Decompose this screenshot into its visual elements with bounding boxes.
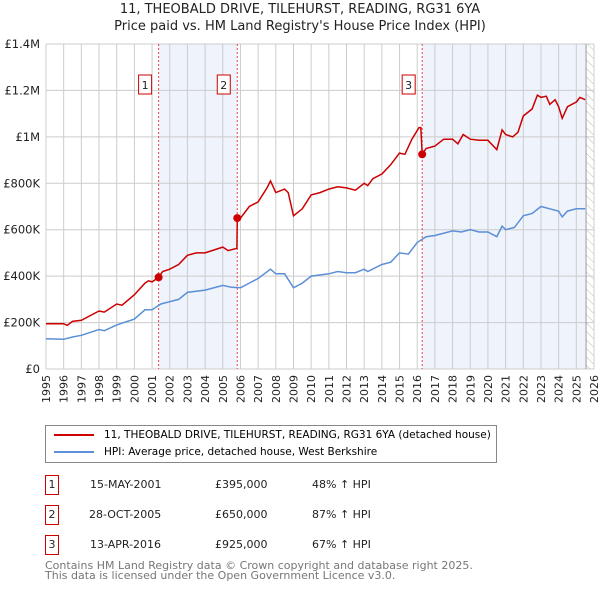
x-tick-label: 2017 [429, 375, 442, 403]
x-tick-label: 2003 [181, 375, 194, 403]
shade-region-3 [422, 44, 587, 369]
legend-label: 11, THEOBALD DRIVE, TILEHURST, READING, … [104, 429, 491, 441]
x-tick-label: 2012 [341, 375, 354, 403]
x-tick-label: 2022 [517, 375, 530, 403]
sale-badge: 1 [45, 475, 59, 495]
y-tick-label: £0 [25, 362, 40, 376]
x-tick-label: 2023 [535, 375, 548, 403]
x-tick-label: 2001 [146, 375, 159, 403]
legend: 11, THEOBALD DRIVE, TILEHURST, READING, … [45, 425, 497, 463]
legend-label: HPI: Average price, detached house, West… [104, 446, 378, 458]
sale-point [233, 214, 242, 223]
x-tick-label: 2005 [217, 375, 230, 403]
legend-item-hpi: HPI: Average price, detached house, West… [54, 446, 377, 458]
y-tick-label: £200K [3, 316, 40, 330]
x-tick-label: 2016 [411, 375, 424, 403]
shade-region-1-2 [158, 44, 238, 369]
sale-marker-box [138, 74, 153, 95]
x-tick-label: 1999 [111, 375, 124, 403]
x-tick-label: 2006 [234, 375, 247, 403]
x-tick-label: 2007 [252, 375, 265, 403]
x-tick-label: 2026 [588, 375, 600, 403]
x-tick-label: 2020 [482, 375, 495, 403]
x-tick-label: 2015 [394, 375, 407, 403]
x-tick-label: 1997 [75, 375, 88, 403]
x-tick-label: 2013 [358, 375, 371, 403]
footer: Contains HM Land Registry data © Crown c… [45, 559, 473, 582]
sale-badge: 3 [45, 535, 59, 555]
chart-subtitle: Price paid vs. HM Land Registry's House … [114, 19, 486, 34]
footer-copyright: Contains HM Land Registry data © Crown c… [45, 559, 473, 572]
y-tick-label: £1.2M [4, 83, 40, 97]
x-tick-label: 2021 [500, 375, 513, 403]
sale-price: £650,000 [215, 508, 268, 521]
x-tick-label: 2004 [199, 375, 212, 403]
x-tick-label: 2019 [464, 375, 477, 403]
sale-badge: 2 [45, 505, 59, 525]
y-tick-label: £1M [15, 130, 40, 144]
footer-licence: This data is licensed under the Open Gov… [45, 569, 396, 582]
x-tick-label: 2025 [570, 375, 583, 403]
x-tick-label: 1998 [93, 375, 106, 403]
x-tick-label: 2014 [376, 375, 389, 403]
y-tick-label: £1.4M [4, 37, 40, 51]
sale-price: £395,000 [215, 478, 268, 491]
sale-hpi: 48% ↑ HPI [312, 478, 371, 491]
legend-swatch-blue [54, 451, 94, 453]
sale-marker-label: 3 [405, 79, 412, 92]
x-tick-label: 2009 [287, 375, 300, 403]
hpi-line [45, 205, 586, 341]
sale-hpi: 87% ↑ HPI [312, 508, 371, 521]
plot-area: 1995 1996 1997 1998 1999 2000 2001 2002 2003 2004… [3, 37, 600, 403]
chart-title: 11, THEOBALD DRIVE, TILEHURST, READING, … [119, 2, 481, 17]
sale-date: 15-MAY-2001 [90, 478, 162, 491]
sale-price: £925,000 [215, 538, 268, 551]
y-tick-label: £600K [3, 223, 40, 237]
sale-marker-box [401, 74, 416, 95]
x-tick-label: 2008 [270, 375, 283, 403]
sale-marker-label: 1 [142, 79, 149, 92]
x-tick-label: 2010 [305, 375, 318, 403]
legend-item-property: 11, THEOBALD DRIVE, TILEHURST, READING, … [54, 429, 491, 441]
sale-hpi: 67% ↑ HPI [312, 538, 371, 551]
x-tick-label: 2011 [323, 375, 336, 403]
x-tick-label: 2018 [447, 375, 460, 403]
sale-point [418, 150, 427, 159]
sale-point [154, 273, 163, 282]
sale-marker-box [216, 74, 231, 95]
x-tick-label: 2024 [553, 375, 566, 403]
x-tick-label: 1996 [58, 375, 71, 403]
y-tick-label: £400K [3, 269, 40, 283]
sale-date: 13-APR-2016 [90, 538, 162, 551]
sale-date: 28-OCT-2005 [89, 508, 162, 521]
x-tick-label: 2002 [164, 375, 177, 403]
x-tick-label: 1995 [40, 375, 53, 403]
y-tick-label: £800K [3, 176, 40, 190]
future-hatch [586, 44, 594, 369]
sale-marker-label: 2 [220, 79, 227, 92]
x-tick-label: 2000 [128, 375, 141, 403]
legend-swatch-red [54, 434, 94, 436]
